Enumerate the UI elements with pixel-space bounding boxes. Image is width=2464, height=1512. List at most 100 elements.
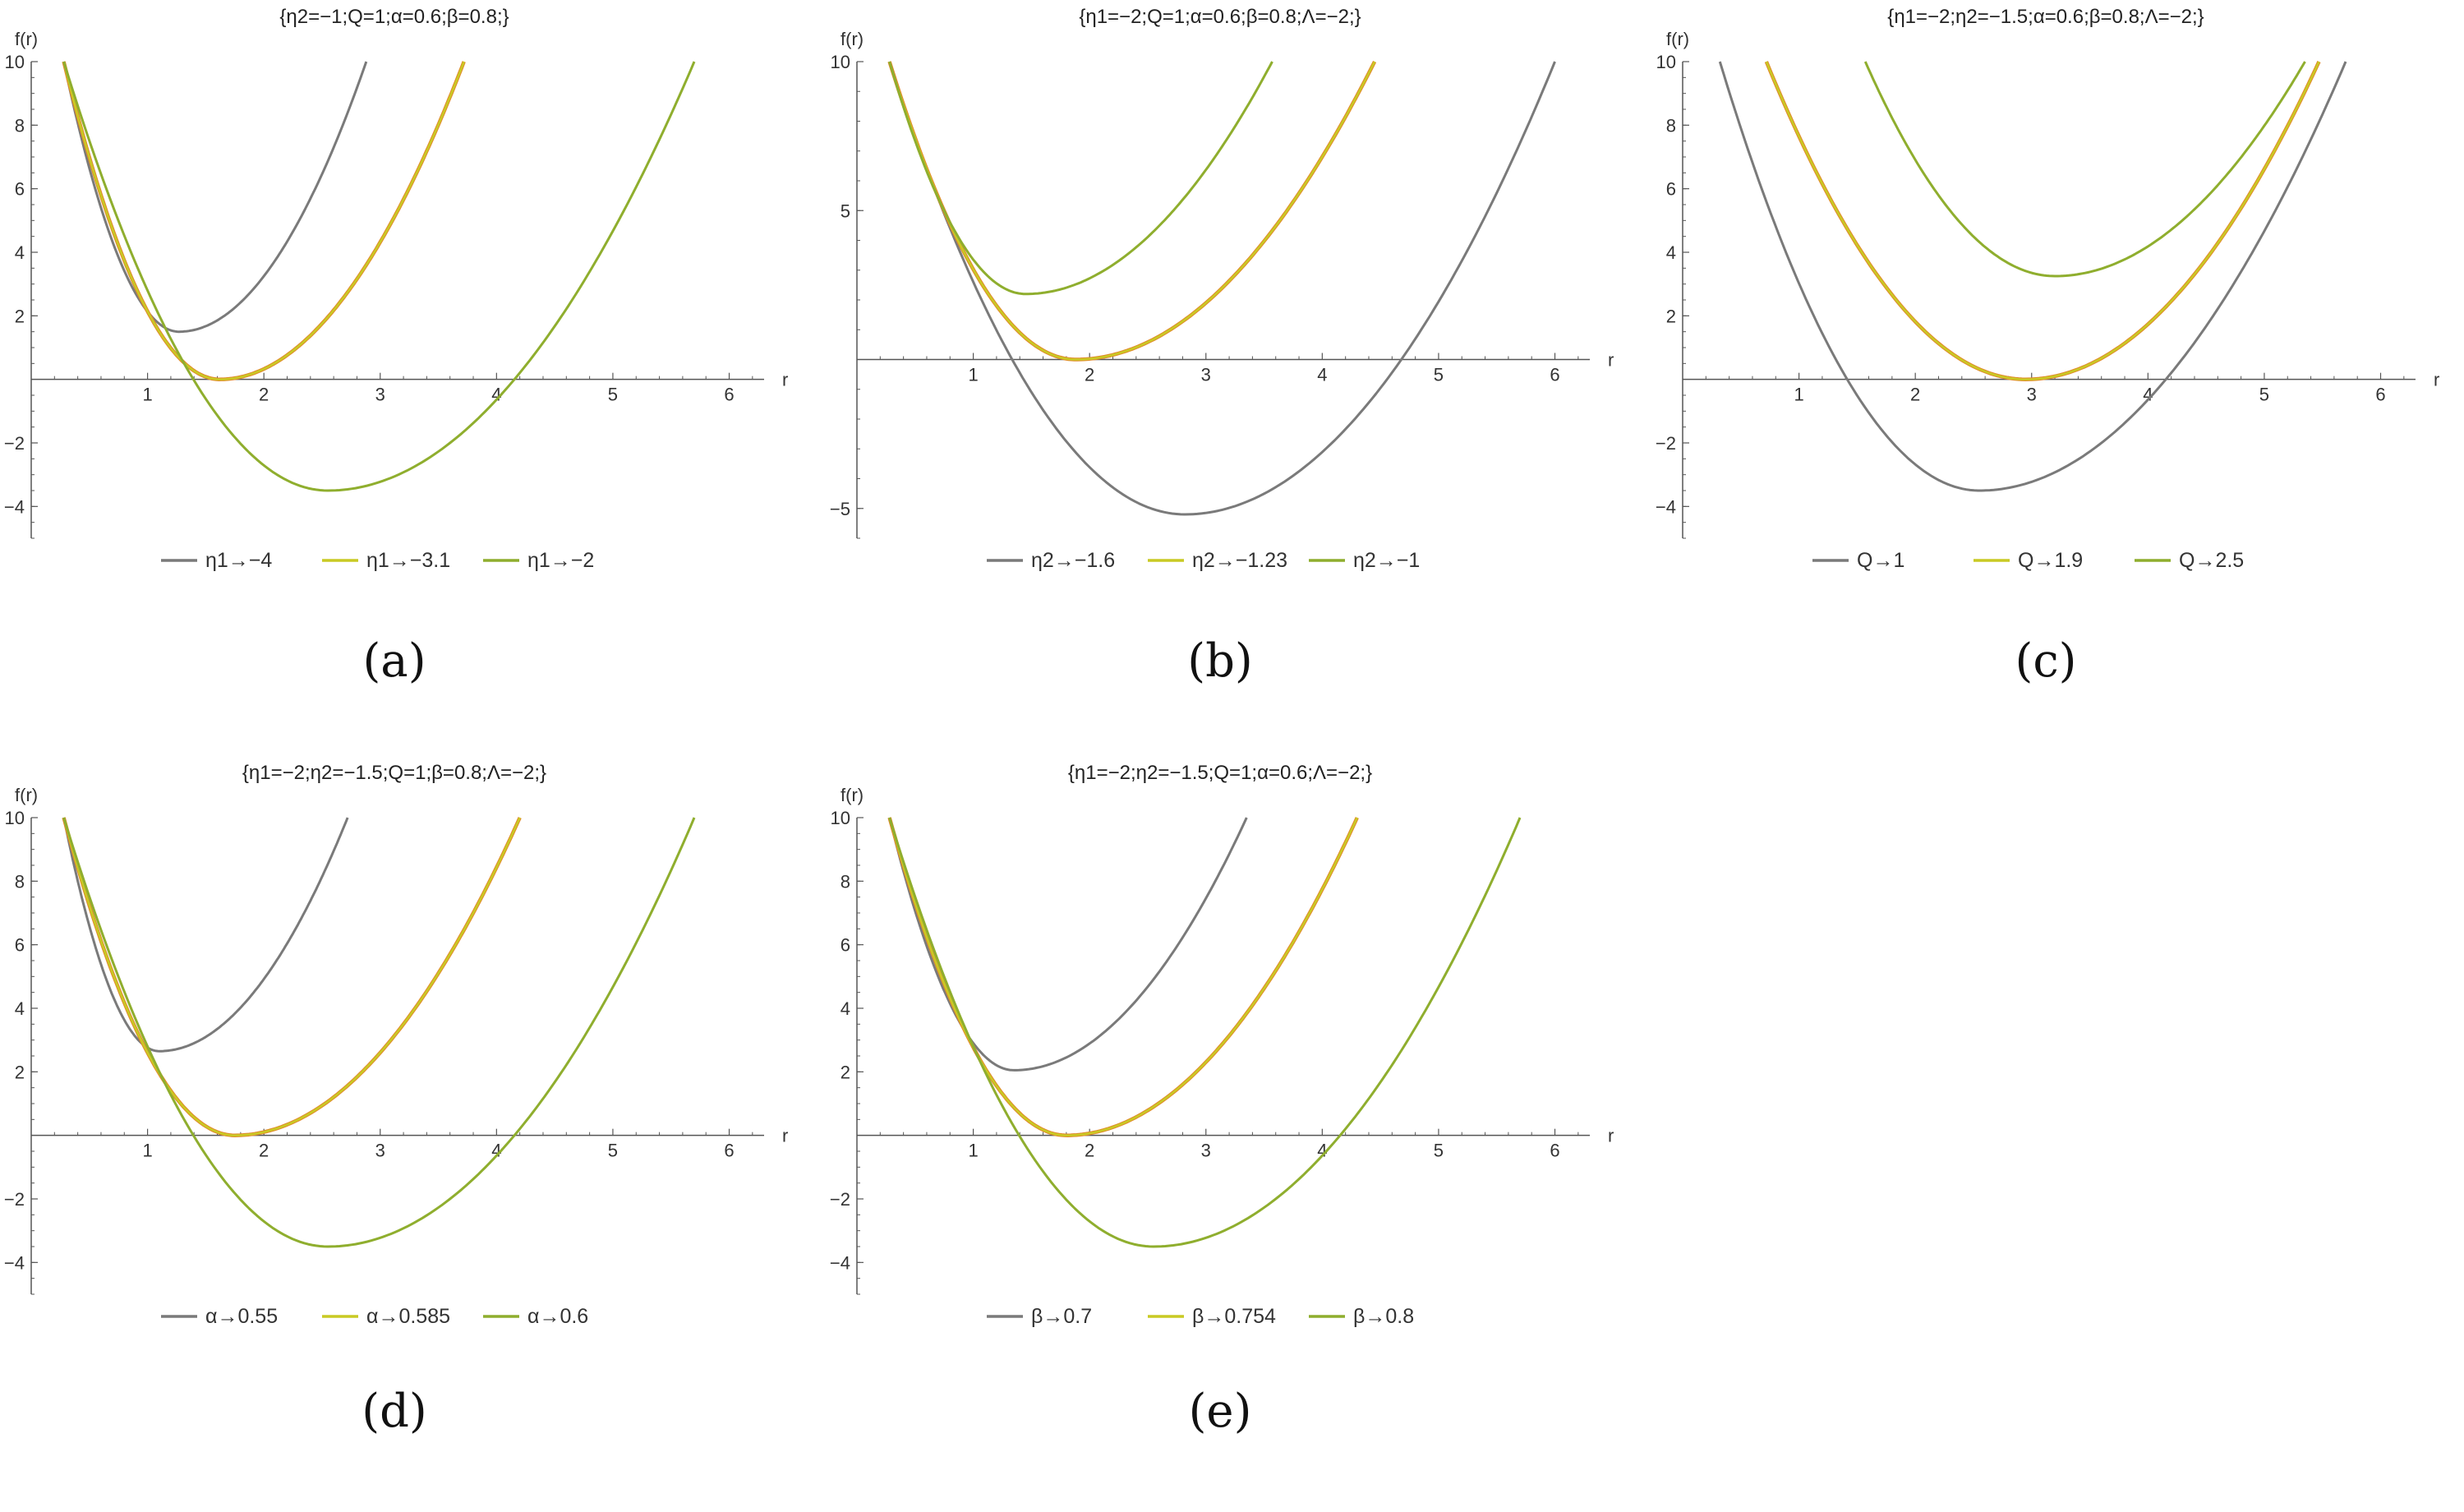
x-axis-label: r: [2434, 370, 2439, 390]
y-tick-label: 10: [1656, 52, 1676, 72]
y-tick-label: 6: [841, 935, 850, 956]
x-tick-label: 1: [968, 365, 978, 385]
y-tick-label: 8: [15, 115, 25, 136]
y-tick-label: 2: [1666, 306, 1676, 326]
x-tick-label: 1: [142, 1141, 152, 1161]
y-tick-label: 4: [15, 998, 25, 1019]
chart-panel-e: {η1=−2;η2=−1.5;Q=1;α=0.6;Λ=−2;} r f(r) 1 2 3 4…: [826, 756, 1614, 1512]
series-line: [62, 817, 696, 1248]
series-line: [888, 61, 1376, 361]
chart-b-svg: {η1=−2;Q=1;α=0.6;β=0.8;Λ=−2;} r f(r) 1 2 3 4 5 6…: [830, 6, 1614, 572]
legend-label: α→0.585: [366, 1305, 450, 1328]
y-tick-label: 8: [841, 871, 850, 892]
series-line-outline: [1764, 61, 2321, 381]
y-tick-label: 10: [831, 52, 850, 72]
series-line: [62, 817, 349, 1053]
x-tick-label: 6: [1550, 365, 1559, 385]
legend-label: η1→−4: [205, 549, 272, 572]
y-tick-label: 4: [15, 242, 25, 263]
legend-label: α→0.6: [527, 1305, 588, 1328]
x-tick-label: 3: [1201, 1141, 1211, 1161]
chart-e-svg: {η1=−2;η2=−1.5;Q=1;α=0.6;Λ=−2;} r f(r) 1 2 3 4…: [830, 762, 1614, 1328]
x-tick-label: 1: [142, 385, 152, 405]
legend-label: Q→1.9: [2018, 549, 2083, 572]
y-axis-label: f(r): [1666, 29, 1689, 49]
x-axis-label: r: [782, 370, 788, 390]
legend-label: β→0.8: [1353, 1305, 1414, 1328]
chart-c-svg: {η1=−2;η2=−1.5;α=0.6;β=0.8;Λ=−2;} r f(r) 1 2…: [1656, 6, 2439, 572]
x-tick-label: 4: [2143, 385, 2153, 405]
series-line-outline: [62, 817, 522, 1137]
series-line: [62, 61, 368, 334]
y-tick-label: −5: [830, 499, 850, 519]
legend-label: Q→2.5: [2179, 549, 2244, 572]
y-tick-label: 10: [831, 808, 850, 828]
series-line-outline: [887, 60, 1377, 362]
y-tick-label: 2: [15, 1062, 25, 1082]
legend-label: η2→−1: [1353, 549, 1420, 572]
series-line-outline: [887, 817, 1359, 1137]
y-tick-label: −2: [4, 1189, 25, 1210]
chart-panel-b: {η1=−2;Q=1;α=0.6;β=0.8;Λ=−2;} r f(r) 1 2 3 4 5 6…: [826, 0, 1614, 756]
y-tick-label: −4: [4, 1252, 25, 1273]
series-line: [888, 817, 1358, 1136]
x-tick-label: 4: [491, 385, 501, 405]
x-tick-label: 2: [1085, 365, 1094, 385]
x-tick-label: 3: [375, 1141, 385, 1161]
panel-caption: (a): [362, 634, 426, 688]
y-tick-label: 5: [841, 201, 850, 221]
y-tick-label: −2: [830, 1189, 850, 1210]
y-axis-label: f(r): [15, 785, 38, 805]
series-line: [888, 61, 1556, 516]
y-tick-label: −4: [4, 496, 25, 517]
y-axis-label: f(r): [15, 29, 38, 49]
y-tick-label: 6: [15, 179, 25, 200]
x-axis-label: r: [782, 1126, 788, 1146]
series-line: [62, 817, 521, 1136]
x-axis-label: r: [1608, 1126, 1614, 1146]
y-tick-label: 2: [841, 1062, 850, 1082]
y-tick-label: 10: [5, 52, 25, 72]
chart-title: {η1=−2;Q=1;α=0.6;β=0.8;Λ=−2;}: [1079, 6, 1361, 28]
series-line: [1765, 61, 2320, 380]
y-tick-label: −4: [830, 1252, 850, 1273]
chart-panel-d: {η1=−2;η2=−1.5;Q=1;β=0.8;Λ=−2;} r f(r) 1 2 3 4…: [0, 756, 789, 1512]
panel-caption: (c): [2015, 634, 2077, 688]
x-tick-label: 5: [608, 385, 618, 405]
x-tick-label: 3: [375, 385, 385, 405]
legend-label: η1→−3.1: [366, 549, 450, 572]
chart-title: {η1=−2;η2=−1.5;Q=1;α=0.6;Λ=−2;}: [1068, 762, 1372, 784]
y-tick-label: 4: [841, 998, 850, 1019]
x-tick-label: 5: [608, 1141, 618, 1161]
x-tick-label: 2: [259, 1141, 269, 1161]
x-tick-label: 3: [1201, 365, 1211, 385]
x-tick-label: 5: [1434, 365, 1444, 385]
y-axis-label: f(r): [841, 29, 864, 49]
x-tick-label: 3: [2027, 385, 2037, 405]
y-tick-label: −4: [1656, 496, 1676, 517]
x-tick-label: 5: [1434, 1141, 1444, 1161]
series-line-outline: [62, 61, 466, 381]
x-tick-label: 4: [1317, 365, 1327, 385]
panel-caption: (d): [362, 1385, 427, 1438]
chart-panel-c: {η1=−2;η2=−1.5;α=0.6;β=0.8;Λ=−2;} r f(r) 1 2…: [1651, 0, 2440, 756]
x-tick-label: 2: [1085, 1141, 1094, 1161]
y-tick-label: 6: [1666, 179, 1676, 200]
x-tick-label: 4: [1317, 1141, 1327, 1161]
legend-label: η2→−1.6: [1031, 549, 1115, 572]
y-axis-label: f(r): [841, 785, 864, 805]
legend-label: η1→−2: [527, 549, 594, 572]
x-tick-label: 4: [491, 1141, 501, 1161]
chart-panel-a: {η2=−1;Q=1;α=0.6;β=0.8;} r f(r) 1 2 3 4 5 6 −4 −2 2…: [0, 0, 789, 756]
legend-label: α→0.55: [205, 1305, 278, 1328]
chart-title: {η2=−1;Q=1;α=0.6;β=0.8;}: [279, 6, 509, 28]
chart-a-svg: {η2=−1;Q=1;α=0.6;β=0.8;} r f(r) 1 2 3 4 5 6 −4 −2 2…: [4, 6, 788, 572]
series-line: [1718, 61, 2347, 492]
series-line: [62, 61, 465, 380]
series-line: [62, 61, 696, 492]
chart-d-svg: {η1=−2;η2=−1.5;Q=1;β=0.8;Λ=−2;} r f(r) 1 2 3 4…: [4, 762, 788, 1328]
x-tick-label: 1: [968, 1141, 978, 1161]
x-tick-label: 5: [2259, 385, 2269, 405]
x-tick-label: 1: [1794, 385, 1803, 405]
y-tick-label: −2: [4, 433, 25, 454]
